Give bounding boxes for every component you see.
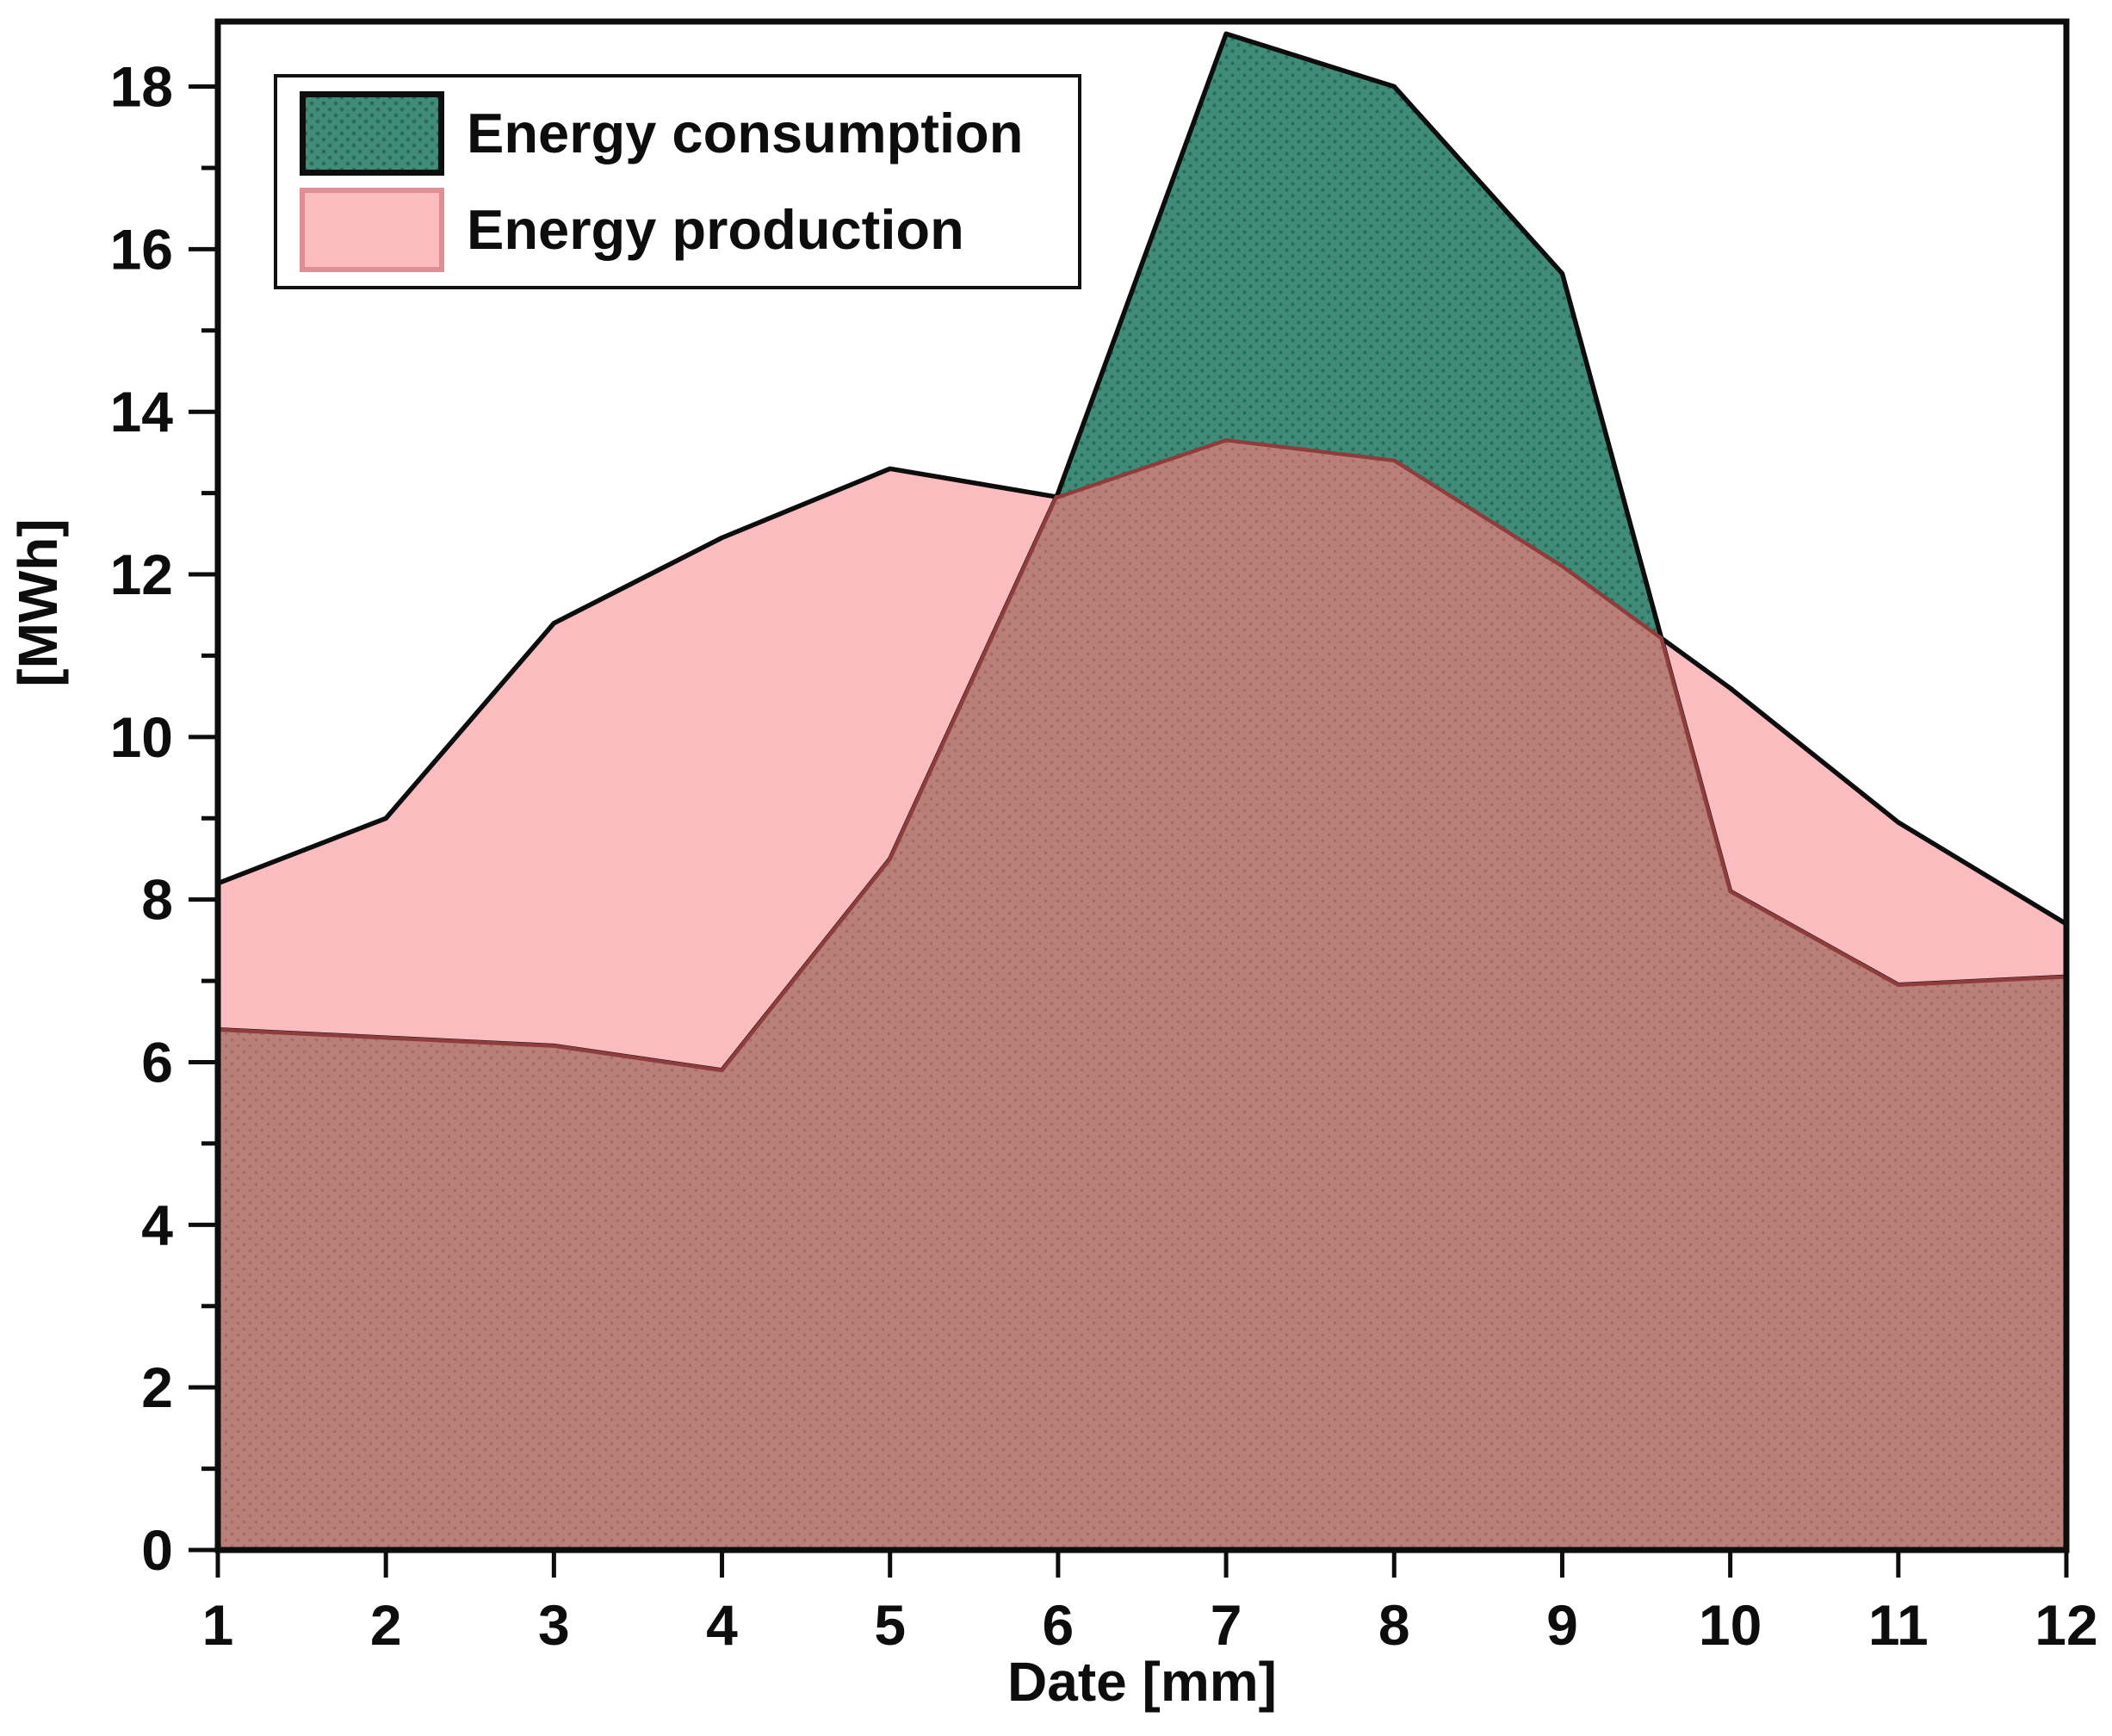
svg-text:4: 4 [141,1193,173,1256]
svg-text:2: 2 [141,1355,173,1419]
svg-text:6: 6 [1043,1593,1075,1657]
legend-swatch-production-icon [300,188,444,272]
svg-text:3: 3 [538,1593,570,1657]
svg-text:[MWh]: [MWh] [7,518,69,686]
svg-text:16: 16 [110,217,173,281]
svg-text:12: 12 [2035,1593,2097,1657]
svg-text:0: 0 [141,1518,173,1582]
svg-text:1: 1 [202,1593,234,1657]
legend: Energy consumption Energy production [274,74,1082,289]
svg-text:8: 8 [1378,1593,1410,1657]
svg-text:6: 6 [141,1031,173,1094]
svg-text:Date [mm]: Date [mm] [1007,1651,1277,1713]
svg-text:8: 8 [141,868,173,932]
legend-item-consumption: Energy consumption [300,91,1023,176]
svg-text:11: 11 [1868,1593,1929,1657]
legend-item-production: Energy production [300,188,1023,272]
chart-axes [189,18,2070,1578]
svg-text:18: 18 [110,55,173,119]
svg-text:4: 4 [706,1593,738,1657]
legend-swatch-consumption-icon [300,91,444,176]
svg-text:7: 7 [1211,1593,1242,1657]
svg-text:14: 14 [110,380,174,443]
svg-text:9: 9 [1546,1593,1578,1657]
svg-text:2: 2 [370,1593,402,1657]
legend-label-consumption: Energy consumption [467,102,1024,165]
svg-text:10: 10 [1699,1593,1762,1657]
svg-text:12: 12 [110,542,173,606]
chart-areas [217,31,2068,1551]
svg-text:5: 5 [874,1593,906,1657]
legend-label-production: Energy production [467,198,964,262]
svg-text:10: 10 [110,705,173,769]
